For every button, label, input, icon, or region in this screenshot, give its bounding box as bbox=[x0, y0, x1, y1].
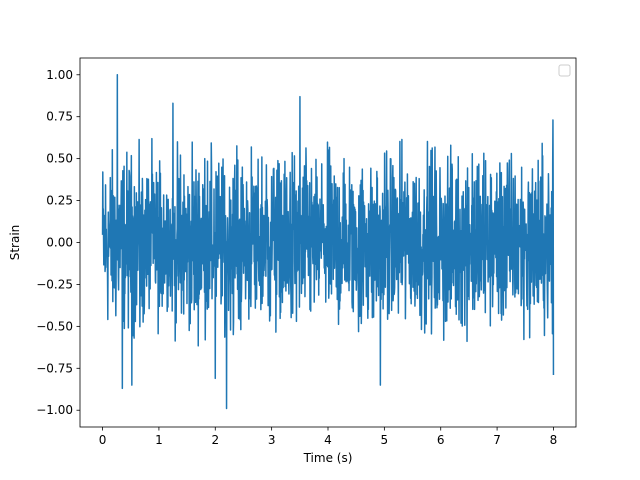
y-tick-label: −0.50 bbox=[36, 319, 73, 333]
x-tick-label: 1 bbox=[155, 433, 163, 447]
x-tick-label: 6 bbox=[437, 433, 445, 447]
x-tick-label: 3 bbox=[268, 433, 276, 447]
x-tick-label: 0 bbox=[99, 433, 107, 447]
y-axis-ticks: −1.00 −0.75 −0.50 −0.25 0.00 0.25 0.50 0.75 1.00 bbox=[36, 68, 80, 417]
x-axis-ticks: 0 1 2 3 4 5 6 7 8 bbox=[99, 427, 558, 447]
y-tick-label: 1.00 bbox=[46, 68, 73, 82]
series-strain-line bbox=[101, 74, 555, 410]
y-tick-label: −0.75 bbox=[36, 361, 73, 375]
y-tick-label: 0.25 bbox=[46, 194, 73, 208]
x-tick-label: 7 bbox=[493, 433, 501, 447]
y-tick-label: 0.00 bbox=[46, 236, 73, 250]
plot-area bbox=[101, 74, 555, 410]
x-tick-label: 5 bbox=[381, 433, 389, 447]
y-tick-label: −1.00 bbox=[36, 403, 73, 417]
y-axis-label: Strain bbox=[8, 225, 22, 261]
y-tick-label: 0.75 bbox=[46, 110, 73, 124]
x-tick-label: 4 bbox=[324, 433, 332, 447]
x-axis-label: Time (s) bbox=[303, 451, 353, 465]
y-tick-label: 0.50 bbox=[46, 152, 73, 166]
x-tick-label: 8 bbox=[550, 433, 558, 447]
x-tick-label: 2 bbox=[211, 433, 219, 447]
y-tick-label: −0.25 bbox=[36, 277, 73, 291]
legend-box bbox=[558, 64, 571, 77]
